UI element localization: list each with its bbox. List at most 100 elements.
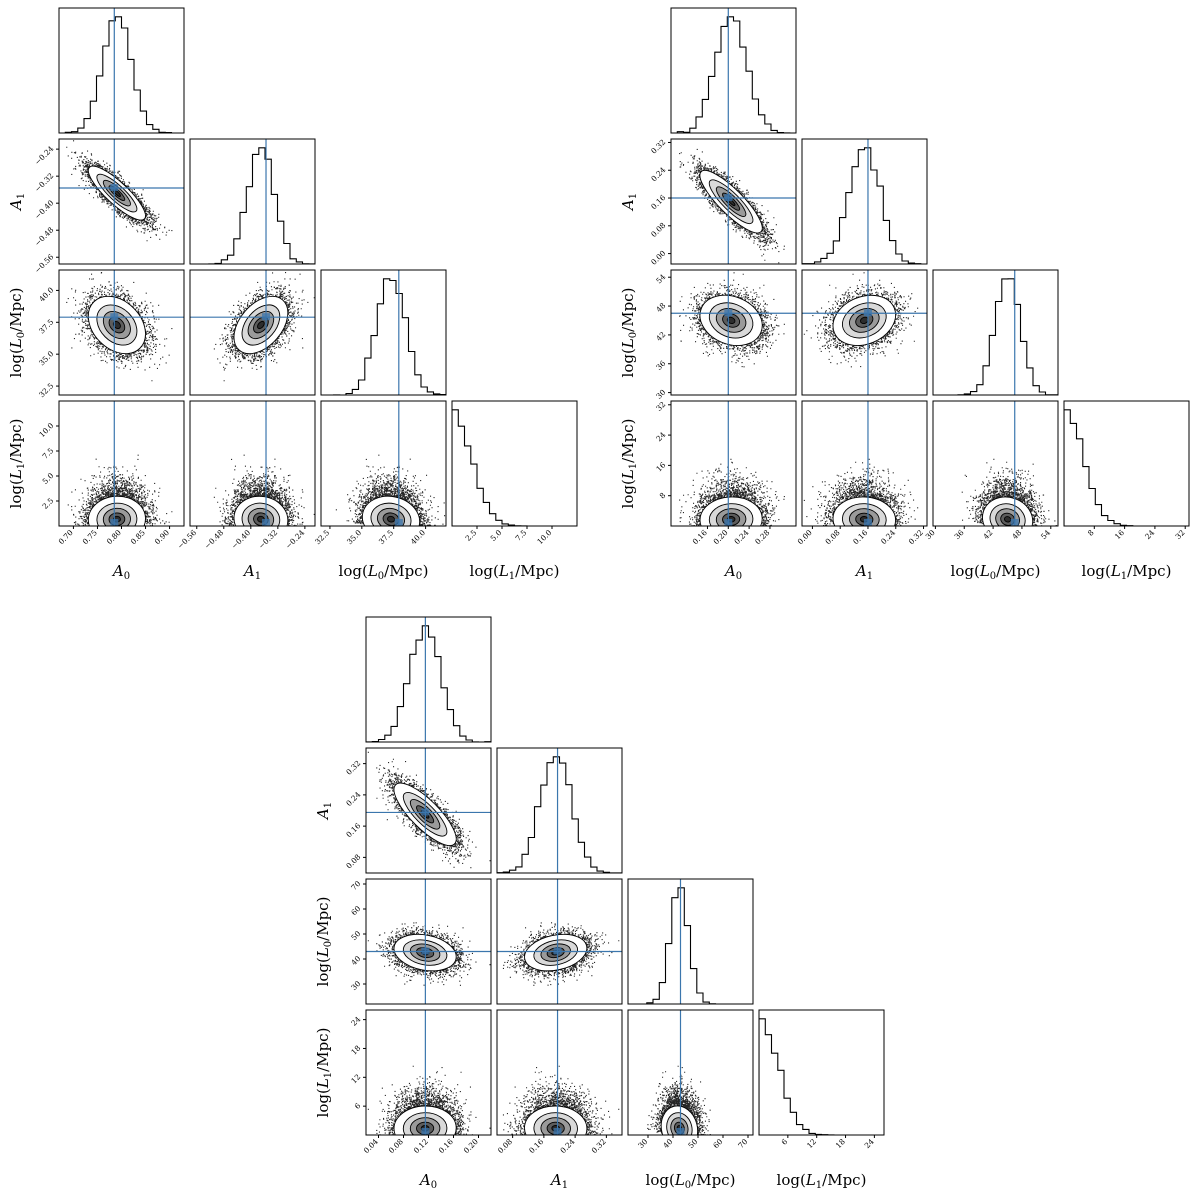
x-tick-label-logL0: 60 — [711, 1137, 724, 1150]
y-tick-label-logL1: 32 — [654, 400, 667, 413]
x-tick-label-logL0: 30 — [636, 1137, 649, 1150]
y-tick-label-logL1: 16 — [654, 460, 667, 473]
y-tick-label-A1: −0.40 — [33, 198, 56, 221]
panel-A1-A1 — [802, 139, 927, 264]
panel-A1-logL1: −0.56 −0.48 −0.40 −0.32 −0.24 — [176, 401, 315, 551]
panel-logL1-logL1: 8 16 24 32 — [1064, 401, 1189, 541]
y-tick-label-logL0: 30 — [349, 979, 362, 992]
panel-A0-logL1: 0.70 0.75 0.80 0.85 0.902.55.07.510.0 — [37, 401, 184, 546]
histogram-A1 — [497, 757, 622, 873]
x-tick-label-A0: 0.16 — [437, 1137, 455, 1155]
x-tick-label-logL1: 6 — [780, 1137, 790, 1147]
panel-logL0-logL1: 32.5 35.0 37.5 40.0 — [313, 401, 446, 548]
panel-A1-A1 — [497, 748, 622, 873]
panel-A1-logL1: 0.08 0.16 0.24 0.32 — [496, 1010, 622, 1155]
x-tick-label-A0: 0.12 — [412, 1137, 430, 1155]
corner-plot-3: 0.08 0.16 0.24 0.32 30 40 50 60 70 0.04 0.08 0.12 0.… — [314, 617, 884, 1191]
panel-A0-A1: 0.000.080.160.240.32 — [649, 137, 796, 266]
x-axis-label-A0: A0 — [418, 1171, 437, 1191]
x-tick-label-A1: 0.24 — [558, 1137, 576, 1155]
x-tick-label-logL0: 50 — [686, 1137, 699, 1150]
panel-A0-logL0: 32.535.037.540.0 — [37, 270, 184, 399]
y-tick-label-A1: 0.16 — [344, 821, 362, 839]
panel-A1-logL0 — [802, 270, 927, 395]
x-axis-label-logL0: log(L0/Mpc) — [951, 562, 1041, 582]
y-tick-label-A1: 0.32 — [344, 759, 362, 777]
x-tick-label-logL1: 8 — [1086, 528, 1096, 538]
x-tick-label-A1: 0.32 — [907, 528, 925, 546]
y-tick-label-logL0: 70 — [349, 879, 362, 892]
x-tick-label-logL1: 18 — [834, 1137, 847, 1150]
panel-A0-A0 — [671, 8, 796, 133]
histogram-logL0 — [933, 279, 1058, 395]
x-tick-label-A0: 0.04 — [362, 1137, 380, 1155]
panel-A1-logL0 — [497, 879, 622, 1004]
x-tick-label-A0: 0.20 — [462, 1137, 480, 1155]
x-tick-label-logL0: 40 — [661, 1137, 674, 1150]
y-tick-label-logL1: 6 — [353, 1101, 363, 1111]
x-tick-label-logL1: 24 — [863, 1137, 876, 1150]
x-tick-label-A0: 0.90 — [153, 528, 171, 546]
x-tick-label-logL1: 24 — [1143, 528, 1156, 541]
histogram-A0 — [59, 17, 184, 133]
x-tick-label-logL1: 32 — [1174, 528, 1187, 541]
y-tick-label-logL0: 40 — [349, 954, 362, 967]
x-tick-label-logL0: 40.0 — [409, 528, 427, 546]
y-axis-label-A1: A1 — [314, 802, 334, 821]
x-tick-label-A0: 0.70 — [57, 528, 75, 546]
x-tick-label-A1: 0.24 — [879, 528, 897, 546]
x-tick-label-A1: 0.32 — [590, 1137, 608, 1155]
x-tick-label-logL1: 5.0 — [489, 528, 504, 543]
x-tick-label-A1: 0.00 — [796, 528, 814, 546]
histogram-A1 — [802, 148, 927, 264]
panel-A1-logL1: 0.00 0.08 0.16 0.24 0.32 — [796, 401, 927, 546]
x-tick-label-logL0: 42 — [981, 528, 994, 541]
x-axis-label-A1: A1 — [549, 1171, 568, 1191]
x-tick-label-logL0: 32.5 — [313, 528, 331, 546]
x-tick-label-logL1: 10.0 — [535, 528, 553, 546]
y-tick-label-A1: 0.08 — [649, 221, 667, 239]
y-tick-label-logL1: 18 — [349, 1043, 362, 1056]
x-tick-label-A0: 0.28 — [753, 528, 771, 546]
x-axis-label-A0: A0 — [723, 562, 742, 582]
x-tick-label-logL0: 54 — [1039, 528, 1052, 541]
x-axis-label-logL1: log(L1/Mpc) — [777, 1171, 867, 1191]
panel-A1-logL0 — [190, 270, 315, 395]
y-tick-label-logL0: 36 — [654, 359, 667, 372]
x-tick-label-A0: 0.24 — [732, 528, 750, 546]
panel-A0-A1: −0.56 −0.48 −0.40 −0.32 −0.24 — [33, 139, 184, 275]
x-tick-label-logL0: 30 — [924, 528, 937, 541]
y-axis-label-logL0: log(L0/Mpc) — [7, 288, 27, 378]
y-tick-label-logL1: 10.0 — [37, 421, 55, 439]
panel-A0-A0 — [59, 8, 184, 133]
x-tick-label-logL0: 37.5 — [377, 528, 395, 546]
x-tick-label-A1: −0.56 — [176, 528, 199, 551]
x-axis-label-A1: A1 — [854, 562, 873, 582]
x-tick-label-A0: 0.08 — [387, 1137, 405, 1155]
y-tick-label-logL0: 30 — [654, 387, 667, 400]
x-axis-label-A1: A1 — [242, 562, 261, 582]
histogram-logL0 — [628, 888, 753, 1004]
y-tick-label-A1: −0.32 — [33, 171, 56, 194]
y-tick-label-A1: −0.24 — [33, 144, 56, 167]
x-tick-label-A1: −0.32 — [257, 528, 280, 551]
x-tick-label-logL1: 2.5 — [464, 528, 479, 543]
y-tick-label-A1: −0.56 — [33, 252, 56, 275]
y-tick-label-logL1: 5.0 — [41, 471, 56, 486]
y-tick-label-A1: 0.08 — [344, 852, 362, 870]
y-tick-label-logL1: 12 — [349, 1072, 362, 1085]
corner-plot-1: −0.56 −0.48 −0.40 −0.32 −0.24 32.535.037.540.… — [7, 8, 577, 582]
x-tick-label-logL0: 70 — [736, 1137, 749, 1150]
y-tick-label-A1: 0.24 — [344, 790, 362, 808]
y-tick-label-logL1: 24 — [349, 1015, 362, 1028]
y-tick-label-logL1: 24 — [654, 430, 667, 443]
x-axis-label-A0: A0 — [111, 562, 130, 582]
y-tick-label-A1: −0.48 — [33, 225, 56, 248]
y-tick-label-logL0: 60 — [349, 904, 362, 917]
x-tick-label-A0: 0.75 — [81, 528, 99, 546]
y-tick-label-A1: 0.00 — [649, 248, 667, 266]
